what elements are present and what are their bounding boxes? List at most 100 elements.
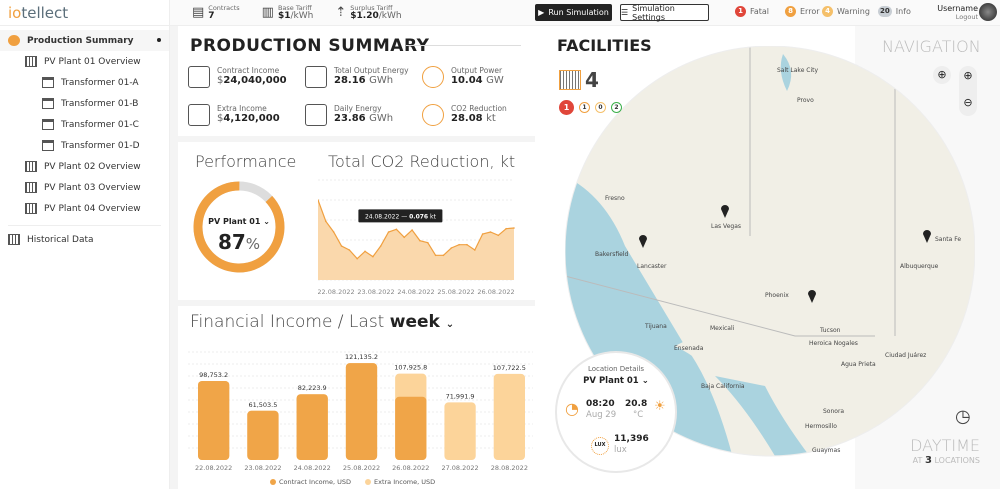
facility-status-badge[interactable]: 0 [595, 102, 606, 113]
active-indicator [157, 38, 161, 42]
bar-extra-income[interactable] [444, 402, 476, 460]
legend-label[interactable]: Contract Income, USD [279, 478, 351, 486]
data-point[interactable] [403, 236, 406, 239]
sidebar-item[interactable]: Transformer 01-A [0, 72, 169, 93]
sidebar-item[interactable]: Transformer 01-B [0, 93, 169, 114]
user-menu[interactable]: Username Logout [937, 4, 978, 21]
data-point[interactable] [434, 254, 437, 257]
zoom-in-button[interactable]: ⊕ [963, 69, 973, 82]
performance-co2-card: Performance PV Plant 01 ⌄ 87% Total CO2 … [178, 142, 535, 300]
sidebar-item[interactable]: Production Summary [0, 30, 169, 51]
data-point[interactable] [513, 227, 515, 229]
legend-label[interactable]: Extra Income, USD [374, 478, 435, 486]
bar-contract-income[interactable] [296, 394, 328, 460]
severity-info[interactable]: 20 Info [878, 6, 911, 17]
financial-income-card: Financial Income / Last week ⌄ 98,753.2 2… [178, 306, 535, 489]
x-tick-label: 24.08.2022 [294, 464, 331, 472]
bar-contract-income[interactable] [395, 396, 427, 460]
city-label: Ciudad Juárez [885, 352, 926, 359]
data-point[interactable] [387, 231, 390, 233]
data-point[interactable] [332, 231, 335, 233]
performance-title: Performance [195, 152, 297, 171]
data-point[interactable] [466, 243, 468, 246]
data-point[interactable] [458, 243, 460, 246]
data-point[interactable] [318, 199, 319, 201]
zoom-controls: ⊕ ⊖ [959, 66, 977, 116]
severity-fatal[interactable]: 1 Fatal [735, 6, 769, 17]
city-label: Baja California [701, 383, 745, 390]
data-point[interactable] [340, 245, 343, 247]
x-tick-label: 22.08.2022 [195, 464, 232, 472]
data-point[interactable] [356, 257, 358, 260]
sidebar-item[interactable]: Transformer 01-C [0, 114, 169, 135]
bar-extra-income[interactable] [493, 373, 525, 460]
facility-status-badge[interactable]: 1 [559, 100, 574, 115]
data-point[interactable] [395, 228, 398, 231]
data-point[interactable] [489, 231, 492, 233]
tariff-icon: ▥ [261, 5, 274, 20]
sidebar-item[interactable]: PV Plant 03 Overview [0, 177, 169, 198]
data-point[interactable] [442, 254, 445, 257]
legend-swatch [365, 479, 371, 485]
city-label: Salt Lake City [777, 67, 819, 74]
city-label: Provo [797, 97, 814, 104]
bar-value-label: 107,722.5 [493, 364, 526, 372]
data-point[interactable] [505, 227, 507, 230]
transformer-icon [42, 140, 54, 151]
x-tick-label: 28.08.2022 [491, 464, 528, 472]
sidebar-item[interactable]: Transformer 01-D [0, 135, 169, 156]
bar-contract-income[interactable] [247, 410, 279, 460]
contracts-stat: ▤ Contracts 7 [192, 4, 240, 21]
transformer-icon [42, 98, 54, 109]
bar-contract-income[interactable] [345, 363, 378, 460]
surplus-icon: ⇡ [335, 5, 347, 20]
data-point[interactable] [426, 241, 429, 244]
lux-icon: LUX [591, 437, 609, 455]
data-point[interactable] [372, 255, 374, 258]
map-pin-3[interactable] [808, 290, 816, 303]
severity-error[interactable]: 8 Error [785, 6, 820, 17]
co2-area [318, 200, 514, 280]
simulation-settings-button[interactable]: ☰ Simulation Settings [620, 4, 709, 22]
severity-warning[interactable]: 4 Warning [822, 6, 870, 17]
plant-selector[interactable]: PV Plant 01 ⌄ [208, 217, 270, 226]
run-simulation-button[interactable]: ▶ Run Simulation [535, 4, 612, 21]
zoom-out-button[interactable]: ⊖ [963, 96, 973, 109]
sidebar-item-historical-data[interactable]: Historical Data [0, 229, 169, 250]
data-point[interactable] [497, 234, 500, 237]
logo[interactable]: iotellect [0, 0, 169, 26]
gulf [715, 376, 825, 456]
sidebar-item[interactable]: PV Plant 04 Overview [0, 198, 169, 219]
daytime-label: DAYTIME [910, 436, 980, 455]
navigation-title: NAVIGATION [882, 37, 981, 56]
period-selector[interactable]: week ⌄ [389, 312, 455, 332]
city-label: Tucson [819, 327, 841, 334]
bar-contract-income[interactable] [198, 380, 230, 460]
x-tick-label: 26.08.2022 [392, 464, 429, 472]
zoom-to-fit-button[interactable]: ⊕ [933, 66, 951, 84]
location-plant-selector[interactable]: PV Plant 01 ⌄ [583, 376, 649, 386]
map-pin-1[interactable] [721, 205, 729, 218]
avatar[interactable] [979, 3, 997, 21]
data-point[interactable] [450, 247, 453, 249]
solar-panel-icon [25, 56, 37, 67]
data-point[interactable] [474, 249, 476, 251]
sidebar-item[interactable]: PV Plant 02 Overview [0, 156, 169, 177]
map-pin-4[interactable] [923, 230, 931, 243]
facility-status-badge[interactable]: 2 [611, 102, 622, 113]
map-pin-2[interactable] [639, 235, 647, 248]
bar-value-label: 71,991.9 [446, 392, 475, 400]
facility-status-badge[interactable]: 1 [579, 102, 590, 113]
sidebar-item[interactable]: PV Plant 01 Overview [0, 51, 169, 72]
data-point[interactable] [325, 220, 327, 223]
divider [406, 45, 521, 46]
data-point[interactable] [481, 233, 484, 235]
data-point[interactable] [348, 249, 351, 251]
data-point[interactable] [364, 250, 366, 253]
kpi-daily-energy: Daily Energy 23.86 GWh [305, 104, 393, 126]
logout-link[interactable]: Logout [955, 13, 978, 21]
data-point[interactable] [411, 229, 413, 231]
city-label: Sonora [823, 408, 844, 415]
data-point[interactable] [419, 239, 421, 242]
data-point[interactable] [379, 245, 382, 247]
